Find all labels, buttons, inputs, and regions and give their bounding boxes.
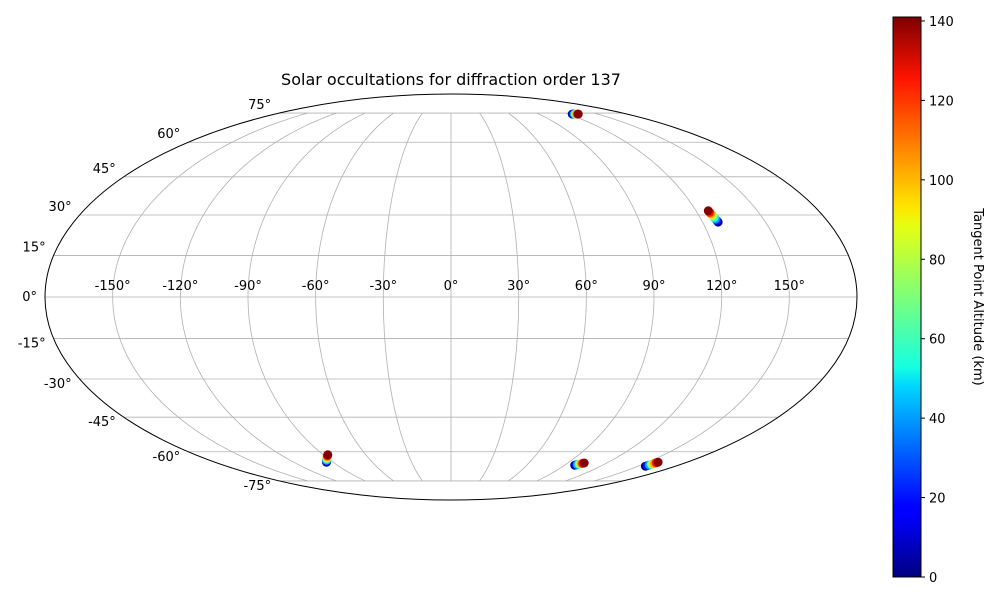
colorbar-tick-label: 120 bbox=[929, 94, 954, 109]
longitude-tick-label: 90° bbox=[642, 279, 665, 294]
latitude-labels: -75° -60° -45° -30° -15° 0° 15° 30° 45° 60° 75° bbox=[18, 98, 271, 494]
chart-title: Solar occultations for diffraction order… bbox=[281, 70, 621, 89]
longitude-tick-label: -150° bbox=[95, 279, 131, 294]
latitude-tick-label: 45° bbox=[93, 162, 116, 177]
colorbar-tick-label: 80 bbox=[929, 253, 946, 268]
graticule bbox=[45, 112, 857, 482]
longitude-tick-label: -30° bbox=[369, 279, 397, 294]
latitude-tick-label: 75° bbox=[248, 98, 271, 113]
longitude-tick-label: 60° bbox=[575, 279, 598, 294]
longitude-tick-label: 0° bbox=[444, 279, 459, 294]
data-point bbox=[323, 450, 333, 460]
latitude-tick-label: -45° bbox=[88, 415, 116, 430]
longitude-tick-label: 120° bbox=[706, 279, 737, 294]
scatter-points bbox=[322, 109, 723, 471]
colorbar-tick-label: 140 bbox=[929, 15, 954, 30]
latitude-tick-label: 30° bbox=[49, 200, 72, 215]
longitude-tick-label: -120° bbox=[162, 279, 198, 294]
longitude-tick-label: 30° bbox=[507, 279, 530, 294]
data-point bbox=[703, 206, 713, 216]
latitude-tick-label: -60° bbox=[153, 450, 181, 465]
colorbar-label: Tangent Point Altitude (km) bbox=[970, 207, 985, 385]
longitude-tick-label: -90° bbox=[234, 279, 262, 294]
colorbar-tick-label: 60 bbox=[929, 333, 946, 348]
longitude-tick-label: 150° bbox=[774, 279, 805, 294]
latitude-tick-label: -75° bbox=[243, 479, 271, 494]
latitude-tick-label: 15° bbox=[23, 240, 46, 255]
data-point bbox=[579, 458, 589, 468]
colorbar bbox=[892, 16, 922, 578]
longitude-labels: -150° -120° -90° -60° -30° 0° 30° 60° 90° 120° 150… bbox=[95, 279, 805, 294]
colorbar-tick-label: 100 bbox=[929, 174, 954, 189]
colorbar-tick-label: 20 bbox=[929, 492, 946, 507]
latitude-tick-label: 0° bbox=[22, 290, 37, 305]
data-point bbox=[653, 457, 663, 467]
colorbar-ticks: 0 20 40 60 80 100 120 140 bbox=[921, 15, 954, 586]
data-point bbox=[573, 109, 583, 119]
colorbar-tick-label: 40 bbox=[929, 412, 946, 427]
map-boundary bbox=[44, 93, 858, 501]
longitude-tick-label: -60° bbox=[302, 279, 330, 294]
latitude-tick-label: -30° bbox=[44, 377, 72, 392]
latitude-tick-label: -15° bbox=[18, 337, 46, 352]
colorbar-tick-label: 0 bbox=[929, 571, 937, 586]
latitude-tick-label: 60° bbox=[157, 127, 180, 142]
